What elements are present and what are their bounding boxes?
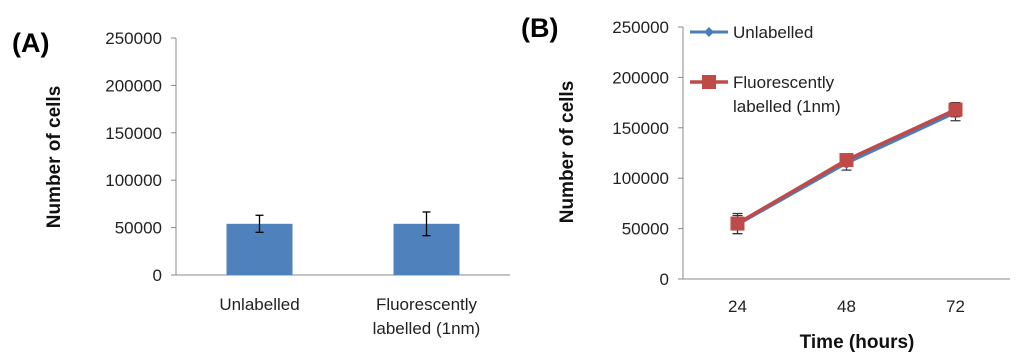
panel-b-square-marker (839, 153, 854, 168)
panel-b-y-tick-label: 100000 (612, 169, 669, 188)
panel-a-y-tick-label: 200000 (105, 76, 162, 95)
panel-a-label: (A) (12, 28, 49, 58)
panel-a-y-tick-label: 50000 (115, 219, 162, 238)
panel-b-square-marker (730, 216, 745, 231)
panel-a-error-bar (422, 211, 431, 237)
legend-square-marker (702, 75, 716, 89)
panel-b-x-axis-title: Time (hours) (800, 332, 915, 353)
legend-entry-label: Fluorescently labelled (1nm) (733, 73, 841, 116)
panel-b-y-tick-label: 200000 (612, 68, 669, 87)
panel-b-label: (B) (521, 13, 558, 43)
panel-a-y-tick-label: 150000 (105, 124, 162, 143)
legend-diamond-marker (704, 27, 714, 37)
panel-b-y-tick-label: 0 (660, 270, 669, 289)
panel-a-bar-chart: (A) Number of cells 0 50000 100000 150000 20… (12, 28, 510, 338)
panel-b-x-tick-label: 48 (837, 297, 856, 316)
panel-b-legend: Unlabelled Fluorescently labelled (1nm) (690, 23, 841, 116)
panel-b-y-tick-label: 150000 (612, 119, 669, 138)
panel-a-y-tick-label: 250000 (105, 29, 162, 48)
panel-a-error-bar (255, 214, 264, 233)
panel-b-line-chart: (B) Number of cells Time (hours) 0 50000 1… (521, 13, 1010, 353)
panel-b-series-2 (730, 101, 963, 235)
panel-b-square-marker (948, 102, 963, 117)
panel-a-x-tick-label: Unlabelled (219, 295, 299, 314)
legend-entry-label: Unlabelled (733, 23, 813, 42)
panel-b-y-axis-title: Number of cells (557, 81, 578, 224)
panel-b-x-tick-label: 72 (946, 297, 965, 316)
panel-a-y-axis-title: Number of cells (44, 86, 65, 229)
panel-a-y-tick-label: 100000 (105, 171, 162, 190)
panel-b-y-tick-label: 250000 (612, 18, 669, 37)
panel-a-x-tick-label: Fluorescently labelled (1nm) (373, 295, 481, 338)
panel-a-y-tick-label: 0 (153, 266, 162, 285)
panel-b-x-tick-label: 24 (728, 297, 747, 316)
panel-b-y-tick-label: 50000 (622, 220, 669, 239)
